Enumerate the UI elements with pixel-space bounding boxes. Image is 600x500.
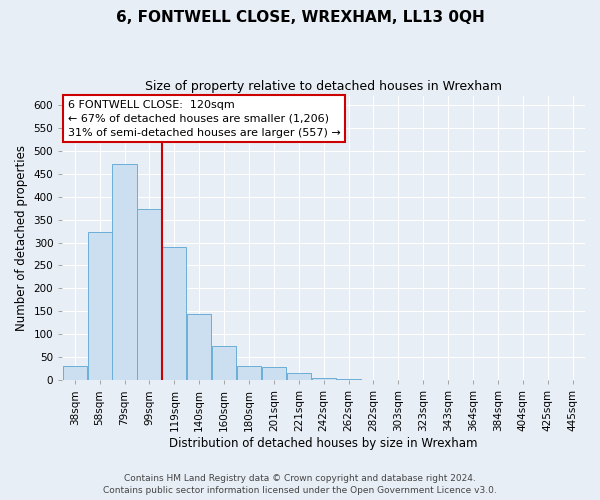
Bar bbox=[187, 314, 211, 380]
Title: Size of property relative to detached houses in Wrexham: Size of property relative to detached ho… bbox=[145, 80, 502, 93]
Y-axis label: Number of detached properties: Number of detached properties bbox=[15, 145, 28, 331]
Bar bbox=[63, 366, 87, 380]
X-axis label: Distribution of detached houses by size in Wrexham: Distribution of detached houses by size … bbox=[169, 437, 478, 450]
Text: Contains HM Land Registry data © Crown copyright and database right 2024.
Contai: Contains HM Land Registry data © Crown c… bbox=[103, 474, 497, 495]
Bar bbox=[88, 232, 112, 380]
Bar bbox=[262, 367, 286, 380]
Bar bbox=[237, 366, 261, 380]
Bar bbox=[112, 164, 137, 380]
Bar bbox=[287, 373, 311, 380]
Bar bbox=[212, 346, 236, 380]
Bar bbox=[311, 378, 336, 380]
Text: 6, FONTWELL CLOSE, WREXHAM, LL13 0QH: 6, FONTWELL CLOSE, WREXHAM, LL13 0QH bbox=[116, 10, 484, 25]
Text: 6 FONTWELL CLOSE:  120sqm
← 67% of detached houses are smaller (1,206)
31% of se: 6 FONTWELL CLOSE: 120sqm ← 67% of detach… bbox=[68, 100, 340, 138]
Bar bbox=[137, 208, 161, 380]
Bar bbox=[162, 246, 187, 380]
